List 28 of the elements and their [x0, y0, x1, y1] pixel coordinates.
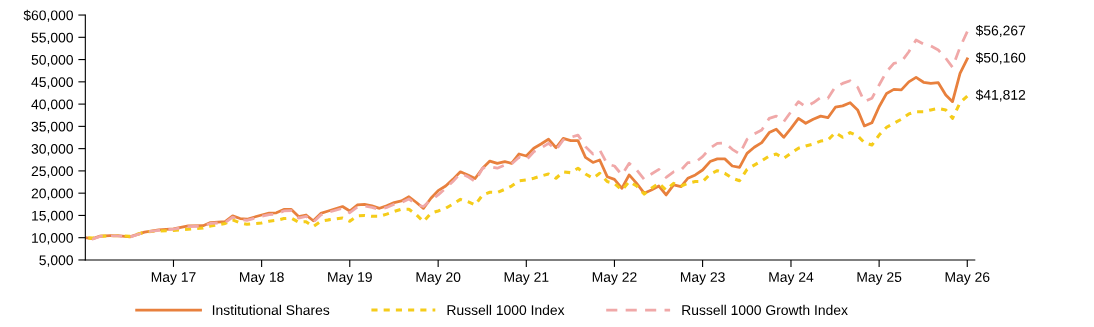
y-tick-label: 50,000	[31, 54, 73, 67]
legend-label: Institutional Shares	[212, 304, 330, 316]
y-tick-label: 15,000	[32, 210, 73, 223]
annotation: $56,267	[975, 24, 1026, 38]
legend-label: Russell 1000 Index	[447, 304, 565, 316]
x-tick-label: May 22	[592, 272, 637, 285]
y-tick-label: 25,000	[31, 166, 73, 178]
y-tick-label: 20,000	[31, 188, 73, 200]
y-tick-label: $60,000	[23, 9, 73, 22]
y-tick-label: 45,000	[31, 77, 73, 89]
x-tick-label: May 19	[328, 272, 372, 285]
x-tick-label: May 25	[857, 272, 902, 285]
y-tick-label: 40,000	[31, 99, 73, 111]
y-tick-label: 30,000	[31, 143, 73, 156]
x-tick-label: May 23	[680, 272, 725, 285]
legend-label: Russell 1000 Growth Index	[682, 304, 848, 316]
y-tick-label: 5,000	[39, 255, 73, 267]
annotation: $50,160	[975, 52, 1026, 65]
annotation: $41,812	[975, 89, 1026, 102]
x-tick-label: May 20	[416, 272, 461, 285]
y-tick-label: 55,000	[31, 32, 73, 45]
x-tick-label: May 18	[239, 272, 284, 285]
x-tick-label: May 17	[151, 272, 196, 285]
x-tick-label: May 24	[769, 272, 814, 285]
x-tick-label: May 26	[945, 272, 990, 285]
y-tick-label: 10,000	[32, 233, 73, 245]
x-tick-label: May 21	[504, 272, 549, 285]
y-tick-label: 35,000	[31, 121, 73, 134]
